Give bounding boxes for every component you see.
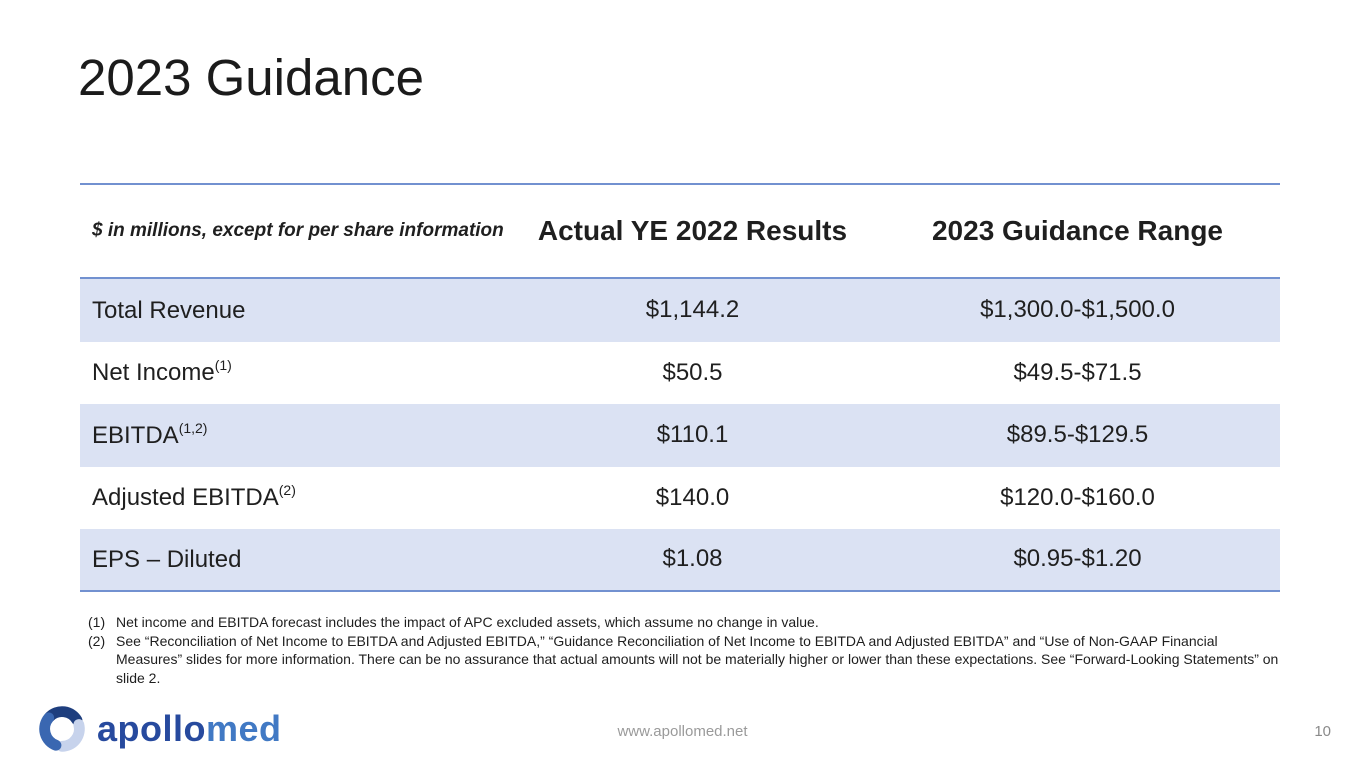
footnote-2: (2) See “Reconciliation of Net Income to… <box>88 632 1280 688</box>
swirl-circle-icon <box>39 706 85 752</box>
row-label: Adjusted EBITDA(2) <box>80 482 510 512</box>
table-units-note: $ in millions, except for per share info… <box>92 220 504 241</box>
logo-wordmark-apollo: apollo <box>97 708 206 749</box>
row-actual-value: $110.1 <box>656 421 729 449</box>
row-label-text: EPS – Diluted <box>92 545 242 573</box>
row-actual-value: $1,144.2 <box>645 296 740 324</box>
apollomed-logo: apollomed <box>36 703 282 755</box>
guidance-table: $ in millions, except for per share info… <box>80 183 1280 592</box>
footnote-ref: (2) <box>278 482 296 499</box>
footnotes-block: (1) Net income and EBITDA forecast inclu… <box>88 613 1280 687</box>
footnote-text: Net income and EBITDA forecast includes … <box>116 614 819 630</box>
row-label: EBITDA(1,2) <box>80 419 510 450</box>
row-range-value: $1,300.0-$1,500.0 <box>980 296 1175 324</box>
row-actual-value: $50.5 <box>662 358 723 386</box>
logo-wordmark: apollomed <box>97 708 282 750</box>
row-range-value: $0.95-$1.20 <box>1013 545 1142 573</box>
footnote-ref: (1) <box>214 357 232 374</box>
row-actual-value: $1.08 <box>662 545 723 573</box>
table-row-adjusted-ebitda: Adjusted EBITDA(2) $140.0 $120.0-$160.0 <box>80 466 1280 529</box>
footer-website-url: www.apollomed.net <box>617 723 748 740</box>
row-range-value: $120.0-$160.0 <box>1000 483 1155 511</box>
row-actual-value: $140.0 <box>655 483 730 511</box>
slide-page-number: 10 <box>1314 723 1331 740</box>
table-row-total-revenue: Total Revenue $1,144.2 $1,300.0-$1,500.0 <box>80 279 1280 342</box>
row-label: Net Income(1) <box>80 357 510 387</box>
table-header-row: $ in millions, except for per share info… <box>80 185 1280 279</box>
row-label: Total Revenue <box>80 296 510 325</box>
footnote-number: (1) <box>88 614 106 630</box>
column-header-actual: Actual YE 2022 Results <box>537 215 848 246</box>
row-label-text: Total Revenue <box>92 296 246 324</box>
row-label-text: Adjusted EBITDA <box>92 484 279 512</box>
row-range-value: $49.5-$71.5 <box>1013 358 1142 386</box>
row-label: EPS – Diluted <box>80 545 510 574</box>
row-label-text: EBITDA <box>92 421 179 449</box>
footnote-1: (1) Net income and EBITDA forecast inclu… <box>88 613 1280 632</box>
slide-title: 2023 Guidance <box>78 49 424 106</box>
column-header-range: 2023 Guidance Range <box>931 215 1223 246</box>
row-range-value: $89.5-$129.5 <box>1006 421 1149 449</box>
logo-wordmark-med: med <box>206 708 282 749</box>
table-row-ebitda: EBITDA(1,2) $110.1 $89.5-$129.5 <box>80 404 1280 467</box>
footnote-ref: (1,2) <box>178 419 208 436</box>
footnote-number: (2) <box>88 632 106 649</box>
footnote-text: See “Reconciliation of Net Income to EBI… <box>116 632 1279 686</box>
table-row-eps-diluted: EPS – Diluted $1.08 $0.95-$1.20 <box>80 529 1280 592</box>
row-label-text: Net Income <box>92 359 215 387</box>
table-row-net-income: Net Income(1) $50.5 $49.5-$71.5 <box>80 341 1280 404</box>
